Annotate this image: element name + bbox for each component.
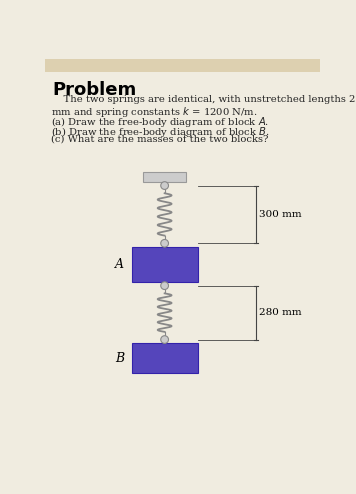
Circle shape xyxy=(161,182,168,189)
Bar xyxy=(44,59,320,72)
Text: mm and spring constants $k$ = 1200 N/m.: mm and spring constants $k$ = 1200 N/m. xyxy=(51,105,257,119)
Text: (c) What are the masses of the two blocks?: (c) What are the masses of the two block… xyxy=(51,135,268,144)
Text: The two springs are identical, with unstretched lengths 250: The two springs are identical, with unst… xyxy=(51,95,356,104)
Bar xyxy=(143,172,186,182)
Text: A: A xyxy=(115,258,124,271)
Text: 300 mm: 300 mm xyxy=(259,210,302,219)
Circle shape xyxy=(161,282,168,289)
Text: 280 mm: 280 mm xyxy=(259,308,302,317)
Bar xyxy=(132,343,198,372)
Text: (a) Draw the free-body diagram of block $A$.: (a) Draw the free-body diagram of block … xyxy=(51,115,269,129)
Circle shape xyxy=(161,336,168,343)
Bar xyxy=(132,247,198,282)
Circle shape xyxy=(161,240,168,247)
Text: (b) Draw the free-body diagram of block $B$.: (b) Draw the free-body diagram of block … xyxy=(51,124,269,139)
Text: B: B xyxy=(115,352,124,365)
Text: Problem: Problem xyxy=(52,81,136,99)
